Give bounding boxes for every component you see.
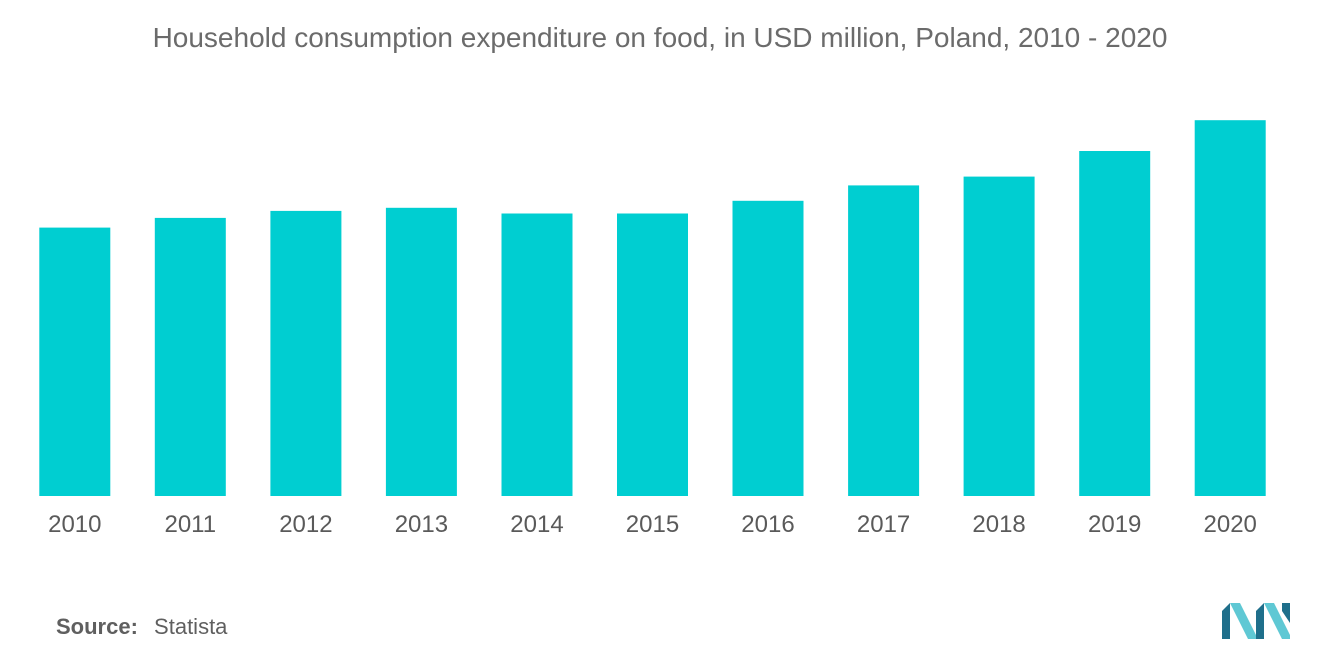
x-tick-label-2017: 2017	[857, 511, 910, 538]
bar-2018	[963, 176, 1035, 496]
x-tick-label-2010: 2010	[48, 511, 101, 538]
logo-right-post	[1282, 603, 1290, 623]
bar-2013	[385, 207, 457, 497]
logo-left-bar	[1222, 603, 1230, 639]
logo-left-diagonal	[1230, 603, 1258, 639]
brand-logo	[1222, 603, 1290, 639]
bar-2014	[501, 213, 573, 496]
bars-group	[39, 120, 1266, 497]
bar-2010	[39, 227, 111, 496]
source-value: Statista	[154, 614, 228, 639]
bar-2012	[270, 210, 342, 496]
logo-right-diagonal	[1264, 603, 1290, 639]
x-tick-label-2012: 2012	[279, 511, 332, 538]
x-tick-label-2019: 2019	[1088, 511, 1141, 538]
source-label: Source:	[56, 614, 138, 639]
bar-2016	[732, 200, 804, 497]
x-tick-label-2014: 2014	[510, 511, 563, 538]
logo-right-bar	[1256, 603, 1264, 639]
x-tick-labels: 2010 2011 2012 2013 2014 2015 2016 2017 2018 2019…	[48, 511, 1257, 538]
bar-2011	[154, 217, 226, 496]
bar-2019	[1079, 151, 1151, 496]
x-tick-label-2016: 2016	[741, 511, 794, 538]
source-line: Source: Statista	[56, 614, 227, 640]
chart-title: Household consumption expenditure on foo…	[152, 22, 1168, 53]
bar-2020	[1194, 120, 1266, 496]
bar-2015	[617, 213, 688, 496]
x-tick-label-2011: 2011	[164, 511, 216, 538]
bar-2017	[848, 185, 920, 496]
x-tick-label-2020: 2020	[1204, 511, 1257, 538]
x-tick-label-2015: 2015	[626, 511, 679, 538]
x-tick-label-2018: 2018	[972, 511, 1025, 538]
x-tick-label-2013: 2013	[395, 511, 448, 538]
